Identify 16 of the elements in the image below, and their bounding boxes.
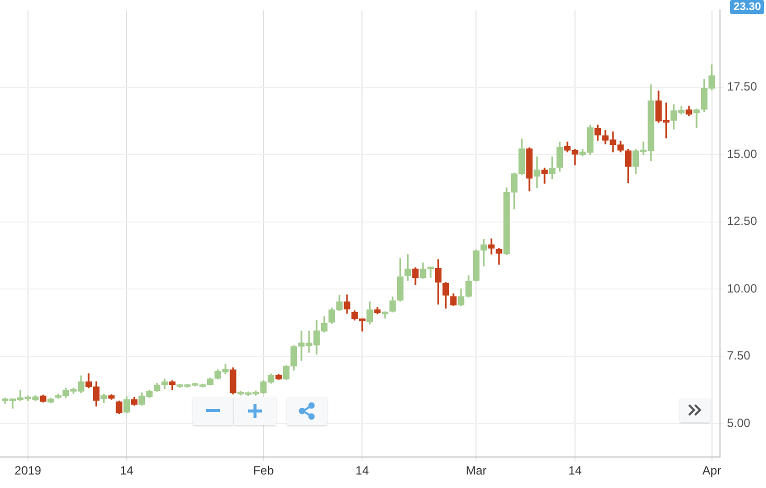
y-tick-label: 5.00	[727, 416, 751, 430]
candlestick	[693, 108, 700, 128]
y-tick-label: 12.50	[727, 214, 758, 228]
y-tick-label: 17.50	[727, 80, 758, 94]
text: 23.30	[730, 0, 764, 14]
y-tick-label: 7.50	[727, 348, 751, 363]
x-tick-label: 14	[568, 464, 582, 478]
x-tick-label: 2019	[14, 464, 42, 478]
candlestick	[534, 156, 540, 188]
x-tick-label: 14	[120, 464, 134, 478]
x-tick-label: Feb	[253, 464, 274, 478]
y-tick-label: 15.00	[727, 146, 758, 161]
x-tick-label: 14	[356, 464, 370, 478]
x-tick-label: Mar	[466, 464, 487, 478]
x-tick-label: Apr	[702, 464, 722, 478]
y-tick-label: 10.00	[727, 281, 758, 296]
